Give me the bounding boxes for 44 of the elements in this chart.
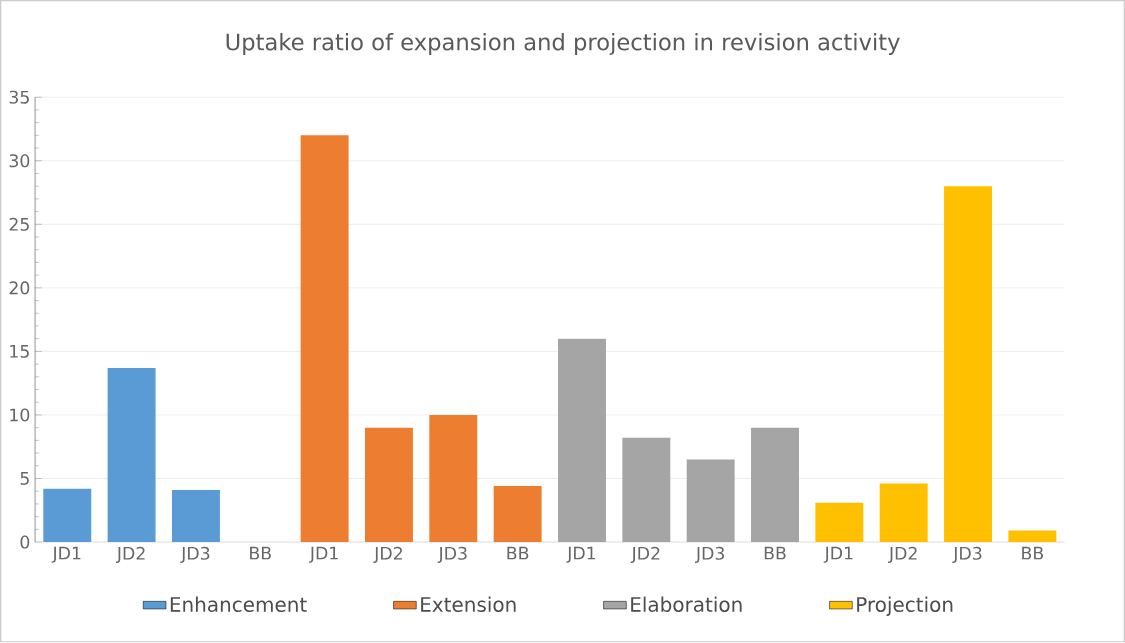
x-tick-label: JD2	[115, 546, 145, 564]
x-tick-label: JD1	[51, 546, 81, 564]
bar	[364, 427, 413, 543]
y-tick-label: 35	[9, 90, 29, 104]
y-tick-label: 10	[10, 408, 30, 422]
bar	[686, 459, 735, 543]
bar	[300, 135, 349, 543]
x-tick-label: BB	[507, 546, 529, 560]
bar	[944, 186, 993, 543]
legend-label: Projection	[857, 596, 953, 617]
x-tick-label: JD1	[823, 546, 853, 564]
bar	[1008, 530, 1057, 543]
bar	[815, 502, 864, 543]
legend-label: Elaboration	[631, 596, 742, 613]
bar	[879, 483, 928, 543]
x-tick-label: BB	[250, 546, 271, 560]
x-tick-label: JD1	[309, 546, 338, 564]
chart-title: Uptake ratio of expansion and projection in revision activity	[226, 33, 900, 56]
x-tick-label: JD1	[566, 546, 596, 564]
x-tick-label: BB	[1022, 546, 1044, 560]
y-tick-label: 0	[20, 535, 30, 549]
bar	[622, 438, 671, 543]
y-tick-label: 15	[10, 345, 29, 359]
x-tick-label: JD3	[952, 546, 982, 564]
legend-label: Extension	[421, 596, 516, 613]
bar	[558, 338, 606, 543]
bar	[429, 415, 478, 543]
bar	[751, 427, 799, 543]
bar	[171, 490, 220, 543]
bar	[107, 368, 156, 543]
x-tick-label: JD3	[437, 546, 467, 564]
x-tick-label: BB	[764, 546, 786, 560]
bar	[493, 486, 542, 543]
y-tick-label: 25	[9, 217, 29, 232]
x-tick-label: JD3	[180, 546, 210, 564]
legend-label: Enhancement	[170, 596, 307, 613]
x-tick-label: JD2	[373, 546, 402, 564]
y-tick-label: 30	[9, 154, 30, 168]
x-tick-label: JD3	[695, 546, 725, 564]
y-tick-label: 5	[20, 472, 29, 486]
x-tick-label: JD2	[630, 546, 660, 564]
x-tick-label: JD2	[888, 546, 917, 564]
y-tick-label: 20	[9, 281, 30, 295]
bar	[43, 488, 92, 543]
